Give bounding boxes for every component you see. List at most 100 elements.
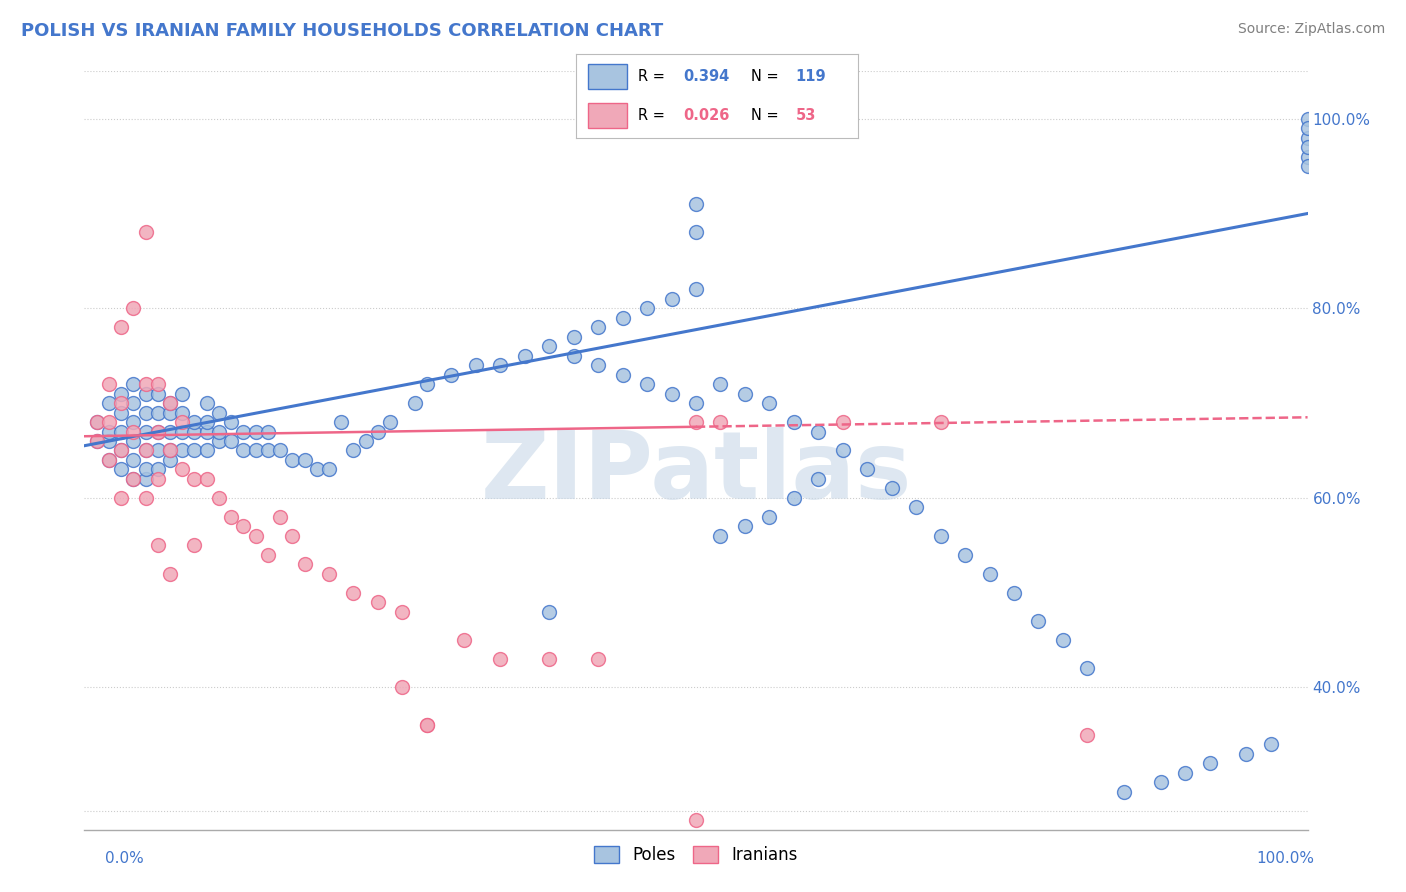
Point xyxy=(685,415,707,429)
Point xyxy=(831,443,853,458)
Point xyxy=(159,566,181,581)
Point xyxy=(195,472,218,486)
Point xyxy=(979,566,1001,581)
Point xyxy=(1052,633,1074,648)
Point xyxy=(208,406,231,420)
Point xyxy=(416,718,439,732)
Point xyxy=(110,462,132,476)
Point xyxy=(685,226,707,240)
Point xyxy=(86,415,108,429)
Point xyxy=(513,349,536,363)
Point xyxy=(734,386,756,401)
Point xyxy=(122,301,145,316)
Point xyxy=(586,652,609,666)
Point xyxy=(208,425,231,439)
Point xyxy=(294,557,316,572)
Point xyxy=(953,548,976,562)
Point xyxy=(380,415,402,429)
Point xyxy=(122,377,145,392)
Point xyxy=(330,415,353,429)
Point xyxy=(172,462,194,476)
Point xyxy=(342,443,364,458)
Point xyxy=(404,396,426,410)
Point xyxy=(905,500,928,515)
Point xyxy=(416,718,439,732)
Point xyxy=(281,453,304,467)
Point xyxy=(183,415,205,429)
Text: 100.0%: 100.0% xyxy=(1257,851,1315,865)
Point xyxy=(929,529,952,543)
Point xyxy=(685,813,707,827)
Point xyxy=(807,425,830,439)
Point xyxy=(257,548,280,562)
Point xyxy=(135,226,157,240)
Point xyxy=(245,425,267,439)
Point xyxy=(122,472,145,486)
Point xyxy=(354,434,377,448)
Point xyxy=(122,425,145,439)
Point xyxy=(685,282,707,296)
Point xyxy=(636,301,658,316)
Bar xyxy=(588,63,627,89)
Point xyxy=(219,509,242,524)
Point xyxy=(183,538,205,552)
Point xyxy=(1296,121,1319,136)
Point xyxy=(110,443,132,458)
Point xyxy=(86,415,108,429)
Point xyxy=(195,415,218,429)
Point xyxy=(586,320,609,334)
Point xyxy=(661,292,683,306)
Point xyxy=(146,425,169,439)
Point xyxy=(159,406,181,420)
Point xyxy=(135,406,157,420)
Point xyxy=(391,605,413,619)
Point xyxy=(538,605,561,619)
Point xyxy=(257,425,280,439)
Point xyxy=(685,396,707,410)
Point xyxy=(807,472,830,486)
Point xyxy=(269,443,291,458)
Point xyxy=(367,425,389,439)
Text: 119: 119 xyxy=(796,69,827,84)
Point xyxy=(612,368,634,382)
Point xyxy=(195,396,218,410)
Point xyxy=(135,443,157,458)
Point xyxy=(159,443,181,458)
Point xyxy=(110,406,132,420)
Point xyxy=(172,386,194,401)
Point xyxy=(195,425,218,439)
Point xyxy=(661,386,683,401)
Point xyxy=(110,396,132,410)
Point xyxy=(146,472,169,486)
Point xyxy=(135,377,157,392)
Point xyxy=(318,566,340,581)
Point xyxy=(1076,661,1098,675)
Point xyxy=(367,595,389,609)
Point xyxy=(135,443,157,458)
Point xyxy=(1296,130,1319,145)
Point xyxy=(183,425,205,439)
Point xyxy=(122,472,145,486)
Point xyxy=(159,453,181,467)
Point xyxy=(880,482,903,496)
Point xyxy=(586,358,609,372)
Point xyxy=(183,472,205,486)
Point xyxy=(1076,728,1098,742)
Point xyxy=(159,396,181,410)
Point xyxy=(232,519,254,533)
Point xyxy=(318,462,340,476)
Text: 53: 53 xyxy=(796,108,815,123)
Point xyxy=(440,368,463,382)
Point xyxy=(783,415,806,429)
Point xyxy=(245,443,267,458)
Point xyxy=(305,462,328,476)
Point xyxy=(86,434,108,448)
Point xyxy=(929,415,952,429)
Point xyxy=(281,529,304,543)
Point xyxy=(453,633,475,648)
Point xyxy=(538,339,561,353)
Point xyxy=(159,396,181,410)
Point xyxy=(562,330,585,344)
Point xyxy=(709,415,731,429)
Point xyxy=(269,509,291,524)
